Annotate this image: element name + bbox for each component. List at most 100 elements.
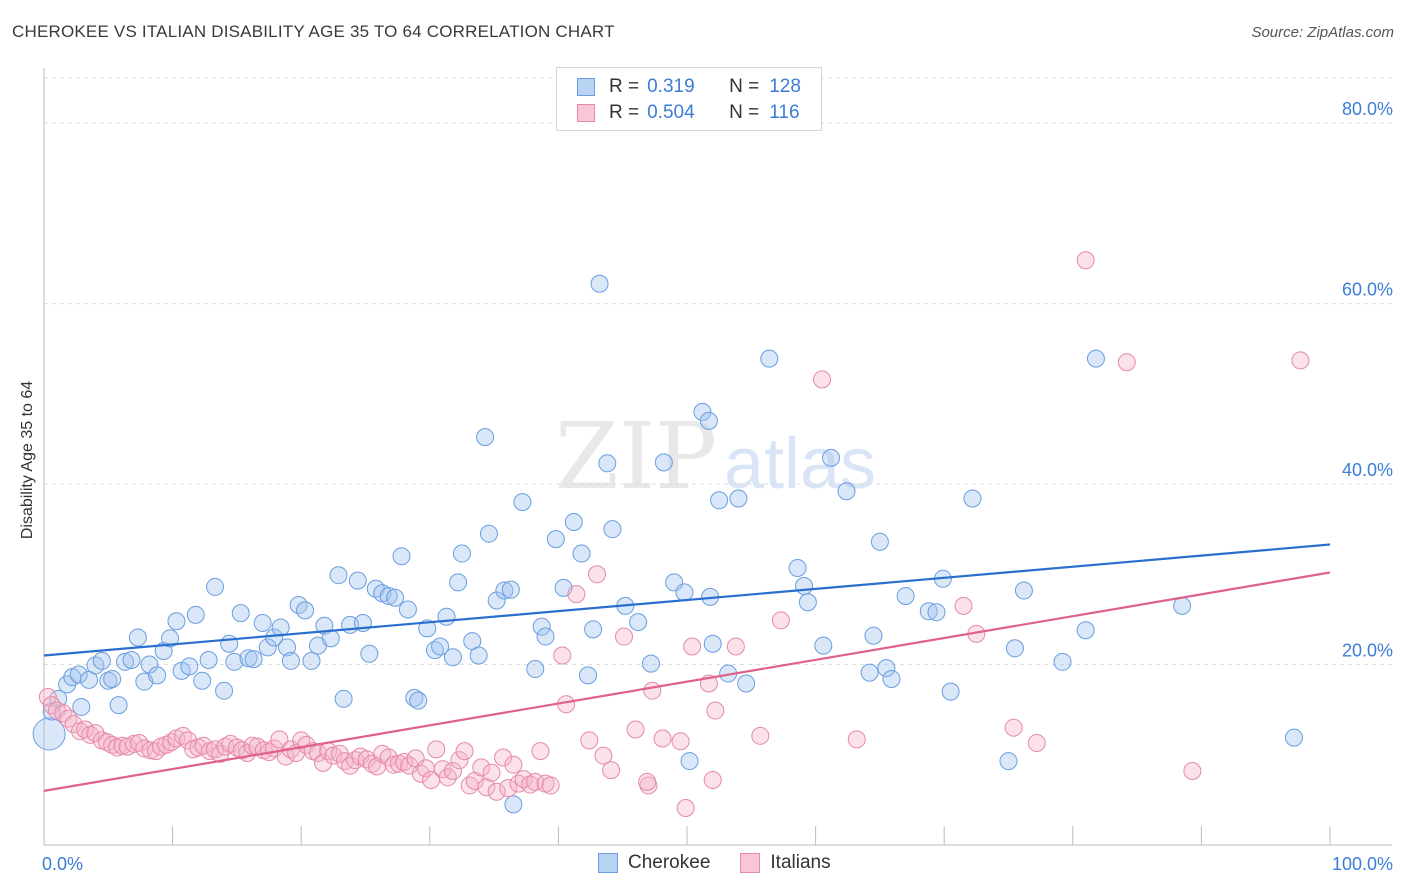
cherokee-point bbox=[870, 532, 889, 551]
cherokee-point bbox=[1076, 621, 1095, 640]
cherokee-point bbox=[1005, 639, 1024, 658]
cherokee-point bbox=[590, 274, 609, 293]
cherokee-point bbox=[109, 696, 128, 715]
cherokee-point bbox=[501, 580, 520, 599]
italians-point bbox=[643, 681, 662, 700]
cherokee-point bbox=[919, 602, 938, 621]
cherokee-point bbox=[225, 652, 244, 671]
cherokee-point bbox=[431, 637, 450, 656]
cherokee-point bbox=[329, 566, 348, 585]
cherokee-point bbox=[348, 571, 367, 590]
cherokee-point bbox=[199, 651, 218, 670]
cherokee-point bbox=[167, 612, 186, 631]
y-tick-label: 80.0% bbox=[1342, 99, 1393, 119]
cherokee-point bbox=[822, 448, 841, 467]
cherokee-point bbox=[86, 656, 105, 675]
legend-swatch-cherokee bbox=[577, 78, 595, 96]
italians-point bbox=[455, 742, 474, 761]
italians-point bbox=[954, 596, 973, 615]
series-italians bbox=[38, 251, 1310, 818]
italians-point bbox=[125, 734, 144, 753]
cherokee-point bbox=[513, 493, 532, 512]
italians-point bbox=[626, 720, 645, 739]
cherokee-point bbox=[1173, 596, 1192, 615]
cherokee-point bbox=[487, 591, 506, 610]
cherokee-point bbox=[103, 669, 122, 688]
italians-point bbox=[64, 715, 83, 734]
cherokee-point bbox=[443, 648, 462, 667]
italians-point bbox=[324, 746, 343, 765]
cherokee-point bbox=[896, 586, 915, 605]
cherokee-point bbox=[418, 619, 437, 638]
italians-point bbox=[384, 755, 403, 774]
cherokee-point bbox=[693, 402, 712, 421]
legend-n-value: 128 bbox=[769, 76, 801, 97]
cherokee-point bbox=[122, 651, 141, 670]
cherokee-point bbox=[999, 752, 1018, 771]
cherokee-point bbox=[864, 626, 883, 645]
chart-title: CHEROKEE VS ITALIAN DISABILITY AGE 35 TO… bbox=[12, 22, 615, 41]
source-label: Source: ZipAtlas.com bbox=[1251, 24, 1394, 41]
italians-point bbox=[553, 646, 572, 665]
italians-point bbox=[771, 611, 790, 630]
legend-row-italians: R = 0.504 N = 116 bbox=[577, 100, 800, 126]
cherokee-point bbox=[379, 586, 398, 605]
legend-n-label: N = bbox=[729, 76, 760, 97]
cherokee-point bbox=[186, 605, 205, 624]
cherokee-point bbox=[128, 628, 147, 647]
italians-point bbox=[847, 730, 866, 749]
cherokee-point bbox=[386, 588, 405, 607]
italians-point bbox=[638, 772, 657, 791]
cherokee-point bbox=[321, 629, 340, 648]
cherokee-point bbox=[231, 604, 250, 623]
italians-point bbox=[567, 585, 586, 604]
italians-point bbox=[98, 733, 117, 752]
cherokee-point bbox=[281, 651, 300, 670]
cherokee-point bbox=[479, 524, 498, 543]
cherokee-point bbox=[409, 691, 428, 710]
italians-point bbox=[130, 734, 149, 753]
cherokee-point bbox=[476, 428, 495, 447]
italians-point bbox=[472, 758, 491, 777]
cherokee-point bbox=[425, 641, 444, 660]
italians-point bbox=[270, 730, 289, 749]
cherokee-point bbox=[526, 660, 545, 679]
cherokee-point bbox=[215, 681, 234, 700]
cherokee-point bbox=[253, 614, 272, 633]
cherokee-point bbox=[546, 530, 565, 549]
x-tick-label: 100.0% bbox=[1332, 854, 1393, 874]
watermark-zip: ZIP bbox=[555, 403, 717, 510]
italians-trend-line bbox=[43, 571, 1331, 792]
y-tick-label: 40.0% bbox=[1342, 460, 1393, 480]
bottom-legend-label-cherokee: Cherokee bbox=[628, 852, 711, 873]
cherokee-point bbox=[360, 644, 379, 663]
cherokee-point bbox=[760, 349, 779, 368]
cherokee-point bbox=[795, 577, 814, 596]
italians-point bbox=[157, 735, 176, 754]
cherokee-point bbox=[1014, 581, 1033, 600]
italians-point bbox=[531, 742, 550, 761]
cherokee-point bbox=[584, 620, 603, 639]
italians-point bbox=[541, 776, 560, 795]
cherokee-point bbox=[927, 603, 946, 622]
cherokee-point bbox=[798, 593, 817, 612]
italians-point bbox=[521, 775, 540, 794]
watermark-atlas: atlas bbox=[724, 424, 876, 504]
trend-lines bbox=[43, 543, 1331, 792]
cherokee-point bbox=[193, 671, 212, 690]
cherokee-point bbox=[180, 657, 199, 676]
cherokee-point bbox=[334, 689, 353, 708]
italians-point bbox=[1004, 718, 1023, 737]
italians-point bbox=[703, 771, 722, 790]
legend-r-value: 0.504 bbox=[647, 102, 695, 123]
italians-point bbox=[427, 740, 446, 759]
italians-point bbox=[1076, 251, 1095, 270]
italians-point bbox=[443, 762, 462, 781]
italians-point bbox=[594, 746, 613, 765]
italians-point bbox=[395, 752, 414, 771]
italians-point bbox=[243, 736, 262, 755]
tick-labels: 20.0% 40.0% 60.0% 80.0% 0.0% 100.0% bbox=[42, 99, 1393, 874]
italians-point bbox=[1291, 351, 1310, 370]
cherokee-point bbox=[641, 654, 660, 673]
cherokee-point bbox=[837, 482, 856, 501]
